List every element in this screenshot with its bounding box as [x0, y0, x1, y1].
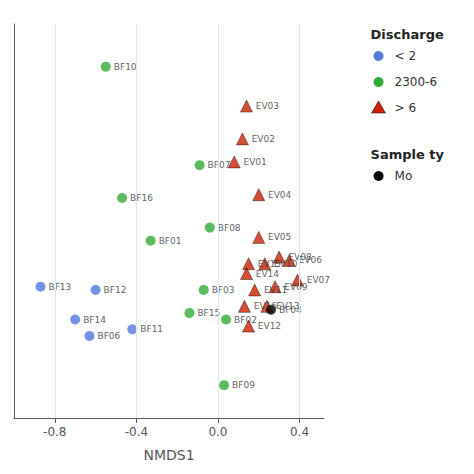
svg-text:BF07: BF07: [207, 160, 231, 171]
svg-text:BF11: BF11: [140, 324, 163, 334]
svg-text:EV09: EV09: [284, 282, 308, 292]
svg-text:-0.8: -0.8: [43, 425, 66, 439]
svg-text:EV02: EV02: [252, 134, 275, 144]
svg-text:EV06: EV06: [299, 255, 323, 265]
svg-text:EV01: EV01: [244, 157, 267, 167]
svg-text:> 6: > 6: [395, 101, 417, 115]
svg-text:EV12: EV12: [258, 321, 281, 331]
svg-text:Mo: Mo: [395, 169, 413, 183]
svg-text:EV04: EV04: [268, 190, 292, 200]
svg-text:NMDS1: NMDS1: [143, 447, 194, 463]
svg-text:EV11: EV11: [264, 285, 287, 295]
svg-text:BF02: BF02: [234, 315, 257, 325]
svg-text:Sample ty: Sample ty: [371, 147, 445, 162]
svg-text:EV07: EV07: [307, 275, 330, 285]
svg-text:BF14: BF14: [83, 315, 106, 325]
svg-text:2300-6: 2300-6: [395, 75, 438, 89]
svg-text:EV05: EV05: [268, 232, 291, 242]
svg-text:EV15: EV15: [258, 259, 281, 269]
svg-text:BF13: BF13: [49, 282, 72, 292]
svg-text:Discharge: Discharge: [371, 27, 444, 42]
svg-text:BF16: BF16: [130, 193, 153, 203]
svg-text:0.0: 0.0: [208, 425, 227, 439]
svg-text:< 2: < 2: [395, 49, 417, 63]
svg-text:BF06: BF06: [97, 331, 120, 341]
svg-text:EV03: EV03: [256, 101, 279, 111]
svg-text:BF12: BF12: [104, 285, 127, 295]
svg-text:EV10: EV10: [274, 258, 298, 269]
svg-text:-0.4: -0.4: [125, 425, 148, 439]
svg-text:BF15: BF15: [197, 308, 220, 318]
svg-text:EV16: EV16: [254, 301, 278, 311]
svg-text:BF01: BF01: [159, 236, 182, 246]
svg-text:BF04: BF04: [279, 305, 302, 315]
svg-text:EV14: EV14: [256, 269, 280, 279]
svg-text:0.4: 0.4: [290, 425, 309, 439]
svg-text:BF10: BF10: [114, 62, 137, 72]
svg-text:BF09: BF09: [232, 380, 255, 390]
svg-text:BF03: BF03: [212, 285, 235, 295]
svg-text:BF08: BF08: [218, 223, 241, 233]
